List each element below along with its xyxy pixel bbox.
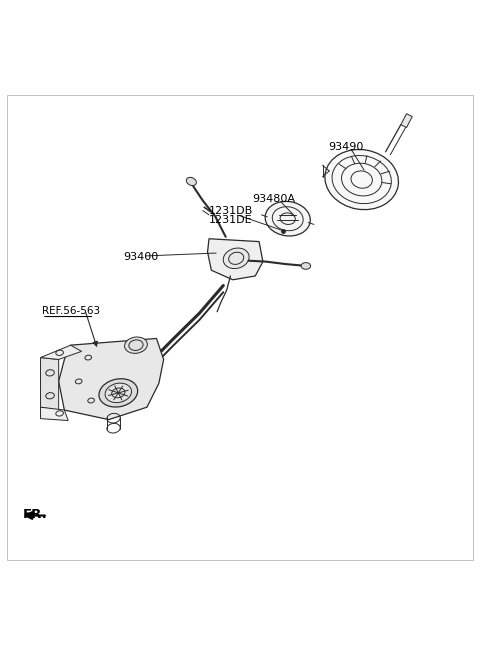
- Polygon shape: [401, 114, 412, 128]
- Polygon shape: [40, 407, 68, 421]
- Ellipse shape: [99, 379, 138, 407]
- Text: 1231DB: 1231DB: [209, 206, 253, 215]
- Polygon shape: [40, 345, 82, 360]
- Ellipse shape: [325, 149, 398, 210]
- Ellipse shape: [223, 248, 249, 269]
- Text: 93480A: 93480A: [252, 194, 295, 204]
- Text: FR.: FR.: [23, 508, 48, 521]
- Text: 93400: 93400: [123, 252, 158, 262]
- Ellipse shape: [125, 337, 147, 353]
- Ellipse shape: [265, 201, 310, 236]
- Ellipse shape: [105, 383, 132, 403]
- Text: 93490: 93490: [328, 142, 364, 152]
- Ellipse shape: [301, 263, 311, 269]
- Polygon shape: [207, 238, 263, 280]
- Text: 1231DE: 1231DE: [209, 215, 252, 225]
- Polygon shape: [59, 339, 164, 420]
- Text: REF.56-563: REF.56-563: [42, 306, 100, 316]
- Polygon shape: [40, 358, 59, 410]
- Ellipse shape: [186, 178, 196, 185]
